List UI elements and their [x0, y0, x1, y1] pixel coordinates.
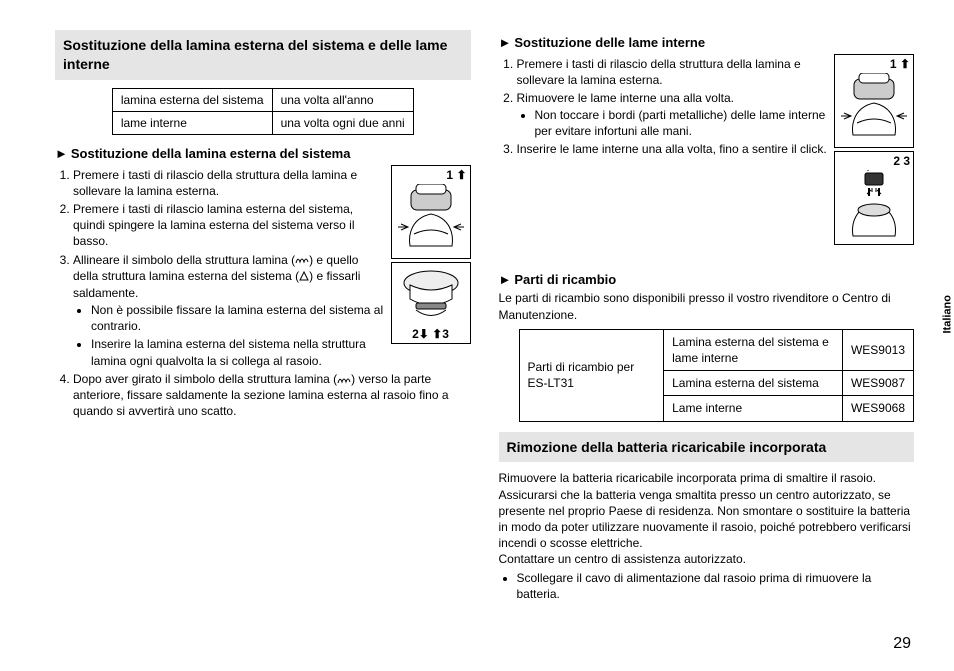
- table-cell: WES9087: [842, 371, 913, 396]
- spare-parts-intro: Le parti di ricambio sono disponibili pr…: [499, 290, 915, 322]
- table-cell: Lamina esterna del sistema e lame intern…: [664, 329, 843, 370]
- battery-paragraph-2: Contattare un centro di assistenza autor…: [499, 551, 915, 567]
- triangle-icon: [299, 269, 309, 285]
- figure-outer-step1: 1 ⬆: [391, 165, 471, 259]
- subheading-outer-foil: ►Sostituzione della lamina esterna del s…: [55, 145, 471, 163]
- foil-mark-icon: [295, 255, 309, 265]
- figure-inner-step23: 2 3: [834, 151, 914, 245]
- right-column: ►Sostituzione delle lame interne 1 ⬆: [499, 30, 915, 604]
- page-number: 29: [893, 635, 911, 653]
- arrow-down-icon: ⬇: [419, 327, 429, 341]
- arrow-up-icon: ⬆: [456, 168, 466, 182]
- figure-outer-step23: 2⬇ ⬆3: [391, 262, 471, 344]
- arrow-up-icon: ⬆: [900, 57, 910, 71]
- spare-parts-table: Parti di ricambio per ES-LT31 Lamina est…: [519, 329, 915, 422]
- table-cell: Lame interne: [664, 396, 843, 421]
- subheading-inner-blades: ►Sostituzione delle lame interne: [499, 34, 915, 52]
- arrow-icon: ►: [499, 35, 512, 50]
- arrow-up-icon: ⬆: [432, 327, 442, 341]
- section-heading-battery: Rimozione della batteria ricaricabile in…: [499, 432, 915, 463]
- frequency-table: lamina esterna del sistemauna volta all'…: [112, 88, 414, 135]
- left-column: Sostituzione della lamina esterna del si…: [55, 30, 471, 604]
- table-cell: WES9068: [842, 396, 913, 421]
- arrow-icon: ►: [499, 272, 512, 287]
- table-cell: una volta all'anno: [272, 88, 413, 111]
- section-heading-replace-outer: Sostituzione della lamina esterna del si…: [55, 30, 471, 80]
- arrow-icon: ►: [55, 146, 68, 161]
- list-item: Dopo aver girato il simbolo della strutt…: [73, 371, 471, 420]
- battery-paragraph-1: Rimuovere la batteria ricaricabile incor…: [499, 470, 915, 551]
- table-cell: Lamina esterna del sistema: [664, 371, 843, 396]
- table-cell: lame interne: [112, 111, 272, 134]
- subheading-spare-parts: ►Parti di ricambio: [499, 271, 915, 289]
- table-cell: una volta ogni due anni: [272, 111, 413, 134]
- table-cell: WES9013: [842, 329, 913, 370]
- figure-inner-step1: 1 ⬆: [834, 54, 914, 148]
- foil-mark-icon: [337, 375, 351, 385]
- list-item: Scollegare il cavo di alimentazione dal …: [517, 570, 915, 602]
- parts-rowhead: Parti di ricambio per ES-LT31: [519, 329, 664, 421]
- language-tab: Italiano: [942, 295, 954, 334]
- table-cell: lamina esterna del sistema: [112, 88, 272, 111]
